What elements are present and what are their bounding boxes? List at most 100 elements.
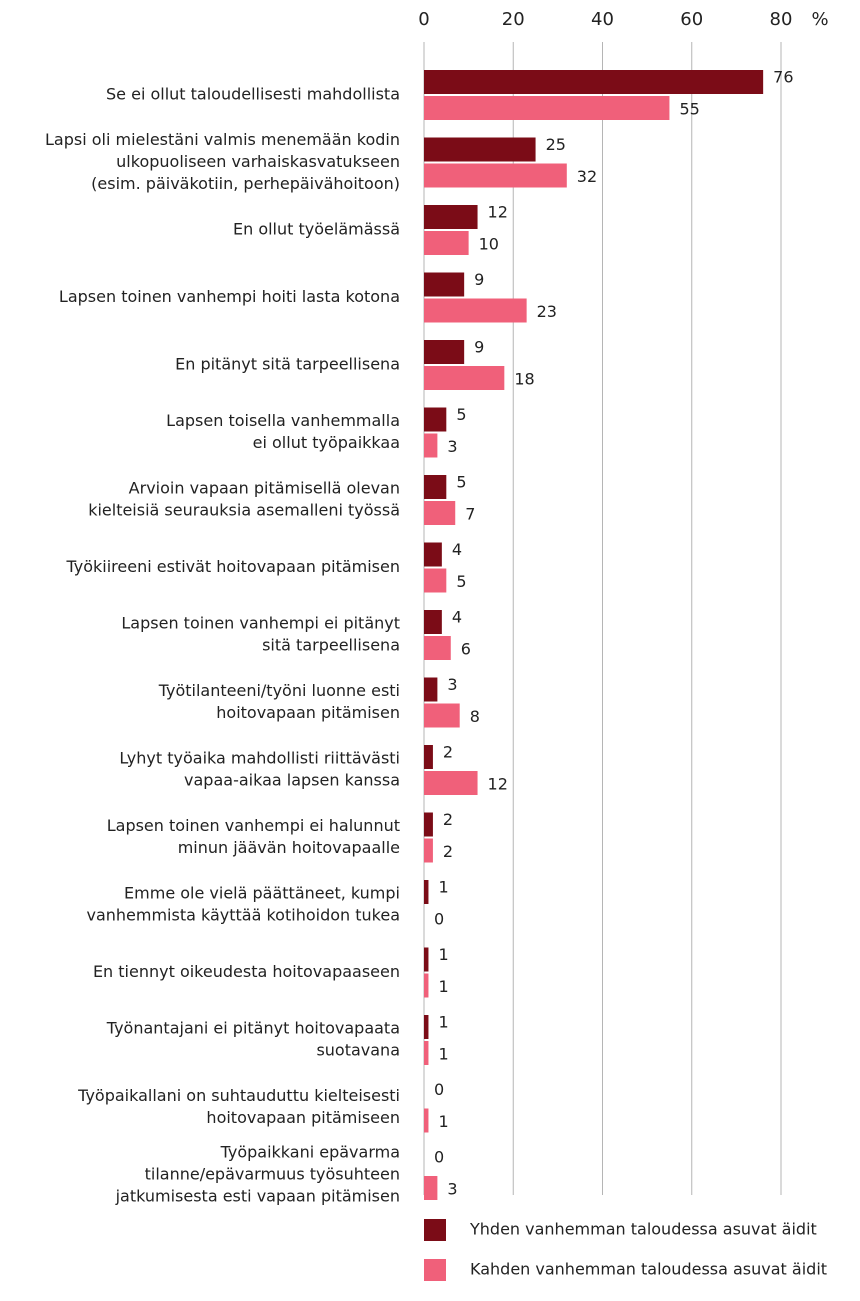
category-label: Lapsi oli mielestäni valmis menemään kod…: [45, 130, 400, 149]
x-tick-label: 80: [770, 9, 793, 30]
x-tick-label: 40: [591, 9, 614, 30]
value-label: 2: [443, 743, 453, 762]
bar: [424, 163, 567, 188]
value-label: 23: [537, 302, 557, 321]
category-label: ulkopuoliseen varhaiskasvatukseen: [116, 152, 400, 171]
bar: [424, 947, 429, 972]
category-label: En ollut työelämässä: [233, 220, 400, 239]
legend-swatch: [424, 1259, 446, 1281]
x-tick-label: 60: [680, 9, 703, 30]
bar: [424, 677, 438, 702]
value-label: 4: [452, 540, 462, 559]
bar: [424, 1041, 429, 1065]
value-label: 55: [679, 100, 699, 119]
category-label: kielteisiä seurauksia asemalleni työssä: [88, 501, 400, 520]
bar: [424, 812, 433, 837]
bar: [424, 1176, 438, 1200]
category-label: En pitänyt sitä tarpeellisena: [175, 355, 400, 374]
value-label: 0: [434, 1080, 444, 1099]
bar: [424, 568, 447, 593]
value-label: 1: [438, 1045, 448, 1064]
category-label: jatkumisesta esti vapaan pitämisen: [115, 1187, 400, 1206]
value-label: 7: [465, 505, 475, 524]
category-label: Työpaikallani on suhtauduttu kielteisest…: [77, 1086, 400, 1105]
value-label: 3: [447, 437, 457, 456]
value-label: 32: [577, 167, 597, 186]
bar: [424, 880, 429, 904]
bar: [424, 1108, 429, 1133]
value-label: 1: [438, 1013, 448, 1032]
category-label: Työtilanteeni/työni luonne esti: [158, 681, 400, 700]
category-label: minun jäävän hoitovapaalle: [178, 838, 400, 857]
value-label: 5: [456, 473, 466, 492]
category-label: En tiennyt oikeudesta hoitovapaaseen: [93, 962, 400, 981]
bar: [424, 973, 429, 998]
category-label: sitä tarpeellisena: [262, 636, 400, 655]
bar: [424, 501, 456, 525]
bar: [424, 838, 433, 863]
value-label: 0: [434, 910, 444, 929]
x-tick-label: 20: [502, 9, 525, 30]
x-tick-label: 0: [418, 9, 429, 30]
category-label: (esim. päiväkotiin, perhepäivähoitoon): [91, 174, 400, 193]
value-label: 2: [443, 810, 453, 829]
bar: [424, 298, 527, 323]
category-label: Lapsen toisella vanhemmalla: [166, 411, 400, 430]
value-label: 18: [514, 370, 534, 389]
legend-label: Yhden vanhemman taloudessa asuvat äidit: [469, 1220, 817, 1239]
value-label: 9: [474, 270, 484, 289]
value-label: 10: [479, 235, 499, 254]
value-label: 0: [434, 1148, 444, 1167]
value-label: 5: [456, 572, 466, 591]
value-label: 3: [447, 1180, 457, 1199]
category-label: hoitovapaan pitämisen: [216, 703, 400, 722]
category-label: Työkiireeni estivät hoitovapaan pitämise…: [65, 557, 400, 576]
category-label: hoitovapaan pitämiseen: [206, 1108, 400, 1127]
value-label: 12: [488, 203, 508, 222]
category-label: Lapsen toinen vanhempi ei halunnut: [107, 816, 400, 835]
legend-swatch: [424, 1219, 446, 1241]
value-label: 25: [546, 135, 566, 154]
bar: [424, 231, 469, 255]
category-label: ei ollut työpaikkaa: [253, 433, 400, 452]
value-label: 1: [438, 878, 448, 897]
bar: [424, 272, 465, 297]
category-label: Arvioin vapaan pitämisellä olevan: [129, 479, 400, 498]
category-label: Lapsen toinen vanhempi ei pitänyt: [121, 614, 400, 633]
x-unit: %: [811, 9, 828, 30]
bar: [424, 366, 505, 390]
bar: [424, 137, 536, 162]
value-label: 9: [474, 338, 484, 357]
legend-label: Kahden vanhemman taloudessa asuvat äidit: [470, 1260, 827, 1279]
value-label: 1: [438, 1112, 448, 1131]
bar: [424, 703, 460, 728]
category-label: Työpaikkani epävarma: [220, 1143, 400, 1162]
category-label: vapaa-aikaa lapsen kanssa: [184, 771, 400, 790]
category-label: tilanne/epävarmuus työsuhteen: [145, 1165, 400, 1184]
bar: [424, 1015, 429, 1039]
value-label: 3: [447, 675, 457, 694]
bar: [424, 205, 478, 229]
bar: [424, 340, 465, 364]
bar: [424, 475, 447, 499]
category-label: Lyhyt työaika mahdollisti riittävästi: [119, 749, 400, 768]
value-label: 12: [488, 775, 508, 794]
bar: [424, 745, 433, 769]
category-label: Emme ole vielä päättäneet, kumpi: [124, 884, 400, 903]
value-label: 6: [461, 640, 471, 659]
category-label: Lapsen toinen vanhempi hoiti lasta koton…: [59, 287, 400, 306]
bar: [424, 542, 442, 567]
bar: [424, 96, 670, 120]
value-label: 8: [470, 707, 480, 726]
bar: [424, 70, 764, 94]
value-label: 1: [438, 945, 448, 964]
category-label: suotavana: [316, 1041, 400, 1060]
value-label: 2: [443, 842, 453, 861]
bar: [424, 771, 478, 795]
category-label: vanhemmista käyttää kotihoidon tukea: [86, 906, 400, 925]
value-label: 76: [773, 68, 793, 87]
category-label: Se ei ollut taloudellisesti mahdollista: [106, 85, 400, 104]
value-label: 5: [456, 405, 466, 424]
value-label: 1: [438, 977, 448, 996]
